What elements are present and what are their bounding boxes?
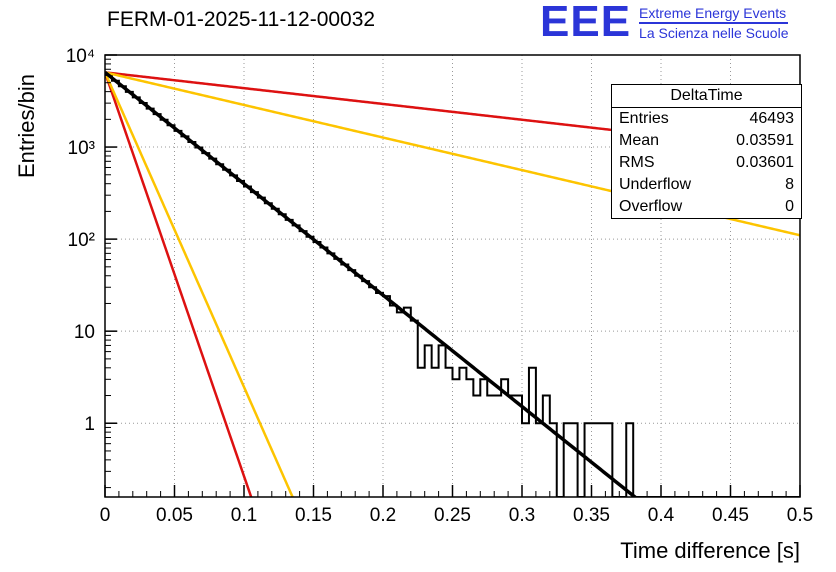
x-tick-label: 0.1 (231, 505, 257, 526)
stats-row-rms: RMS 0.03601 (612, 152, 801, 174)
eee-logo-text: Extreme Energy Events La Scienza nelle S… (639, 5, 789, 41)
stats-box: DeltaTime Entries 46493 Mean 0.03591 RMS… (611, 84, 802, 219)
x-tick-label: 0 (100, 505, 111, 526)
stats-value: 8 (785, 176, 794, 193)
stats-box-title: DeltaTime (612, 85, 801, 108)
stats-value: 0.03591 (736, 132, 794, 149)
exponential-fit-line (105, 70, 638, 497)
stats-row-entries: Entries 46493 (612, 108, 801, 130)
eee-logo-line1: Extreme Energy Events (639, 5, 789, 24)
yellow-steep-line (105, 71, 294, 497)
stats-row-underflow: Underflow 8 (612, 174, 801, 196)
x-tick-label: 0.45 (712, 505, 749, 526)
x-tick-label: 0.4 (648, 505, 675, 526)
stats-label: Entries (619, 110, 669, 127)
y-tick-label: 10² (68, 230, 95, 251)
y-tick-label: 1 (84, 414, 95, 435)
x-tick-label: 0.05 (156, 505, 193, 526)
x-tick-label: 0.5 (787, 505, 813, 526)
eee-logo-line2: La Scienza nelle Scuole (639, 25, 789, 41)
stats-label: Mean (619, 132, 660, 149)
stats-value: 0.03601 (736, 154, 794, 171)
plot-title: FERM-01-2025-11-12-00032 (107, 8, 376, 31)
y-tick-label: 10³ (68, 138, 95, 159)
y-axis-title: Entries/bin (14, 74, 39, 178)
eee-logo: EEE Extreme Energy Events La Scienza nel… (540, 0, 789, 46)
x-tick-label: 0.3 (509, 505, 535, 526)
x-tick-label: 0.15 (295, 505, 332, 526)
red-steep-line (105, 71, 253, 497)
eee-logo-letters: EEE (540, 0, 632, 46)
stats-value: 46493 (749, 110, 795, 127)
stats-label: RMS (619, 154, 655, 171)
stats-value: 0 (785, 198, 794, 215)
x-axis-title: Time difference [s] (620, 538, 800, 563)
y-tick-label: 10 (74, 322, 95, 343)
stats-label: Underflow (619, 176, 692, 193)
stats-row-mean: Mean 0.03591 (612, 130, 801, 152)
x-tick-label: 0.25 (434, 505, 471, 526)
stats-row-overflow: Overflow 0 (612, 196, 801, 218)
y-tick-label: 10⁴ (66, 46, 95, 67)
stats-label: Overflow (619, 198, 683, 215)
x-tick-label: 0.2 (370, 505, 396, 526)
x-tick-label: 0.35 (573, 505, 610, 526)
